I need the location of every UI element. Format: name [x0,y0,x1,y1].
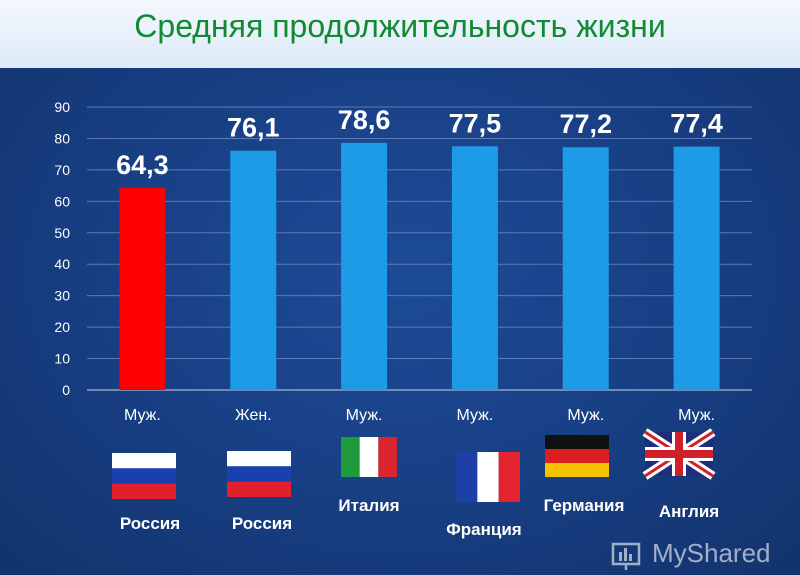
bar [341,142,388,390]
y-tick-label: 0 [62,382,70,398]
country-label: Германия [544,496,625,515]
bar [673,146,720,390]
data-label: 77,2 [559,109,612,139]
y-tick-label: 60 [54,193,70,209]
russia-flag [227,451,291,497]
france-flag [456,452,520,502]
y-tick-label: 20 [54,319,70,335]
data-label: 76,1 [227,113,280,143]
y-tick-label: 50 [54,225,70,241]
country-label: Италия [338,496,399,515]
data-label: 77,4 [670,109,723,139]
title-banner: Средняя продолжительность жизни [0,0,800,68]
bar [451,146,498,390]
data-label: 78,6 [338,105,391,135]
myshared-logo-icon [611,542,641,570]
country-label: Англия [659,502,719,521]
y-tick-label: 40 [54,256,70,272]
x-tick-label: Муж. [124,407,161,424]
uk-flag [642,428,716,480]
germany-flag [545,435,609,477]
y-tick-label: 10 [54,351,70,367]
country-label: Россия [120,514,180,533]
x-tick-label: Муж. [456,407,493,424]
russia-flag [112,453,176,499]
y-tick-label: 30 [54,288,70,304]
country-label: Россия [232,514,292,533]
data-label: 64,3 [116,150,169,180]
country-label: Франция [446,520,521,539]
italy-flag [341,437,397,477]
x-tick-label: Жен. [235,407,272,424]
watermark-text: MyShared [652,538,771,568]
data-label: 77,5 [449,108,502,138]
chart-title: Средняя продолжительность жизни [134,8,666,44]
x-tick-label: Муж. [678,407,715,424]
y-tick-label: 70 [54,162,70,178]
bar [562,147,609,390]
y-tick-label: 80 [54,130,70,146]
x-tick-label: Муж. [567,407,604,424]
bar [119,187,166,390]
watermark: MyShared [610,536,790,572]
x-tick-label: Муж. [346,407,383,424]
y-tick-label: 90 [54,99,70,115]
bar [230,150,277,390]
